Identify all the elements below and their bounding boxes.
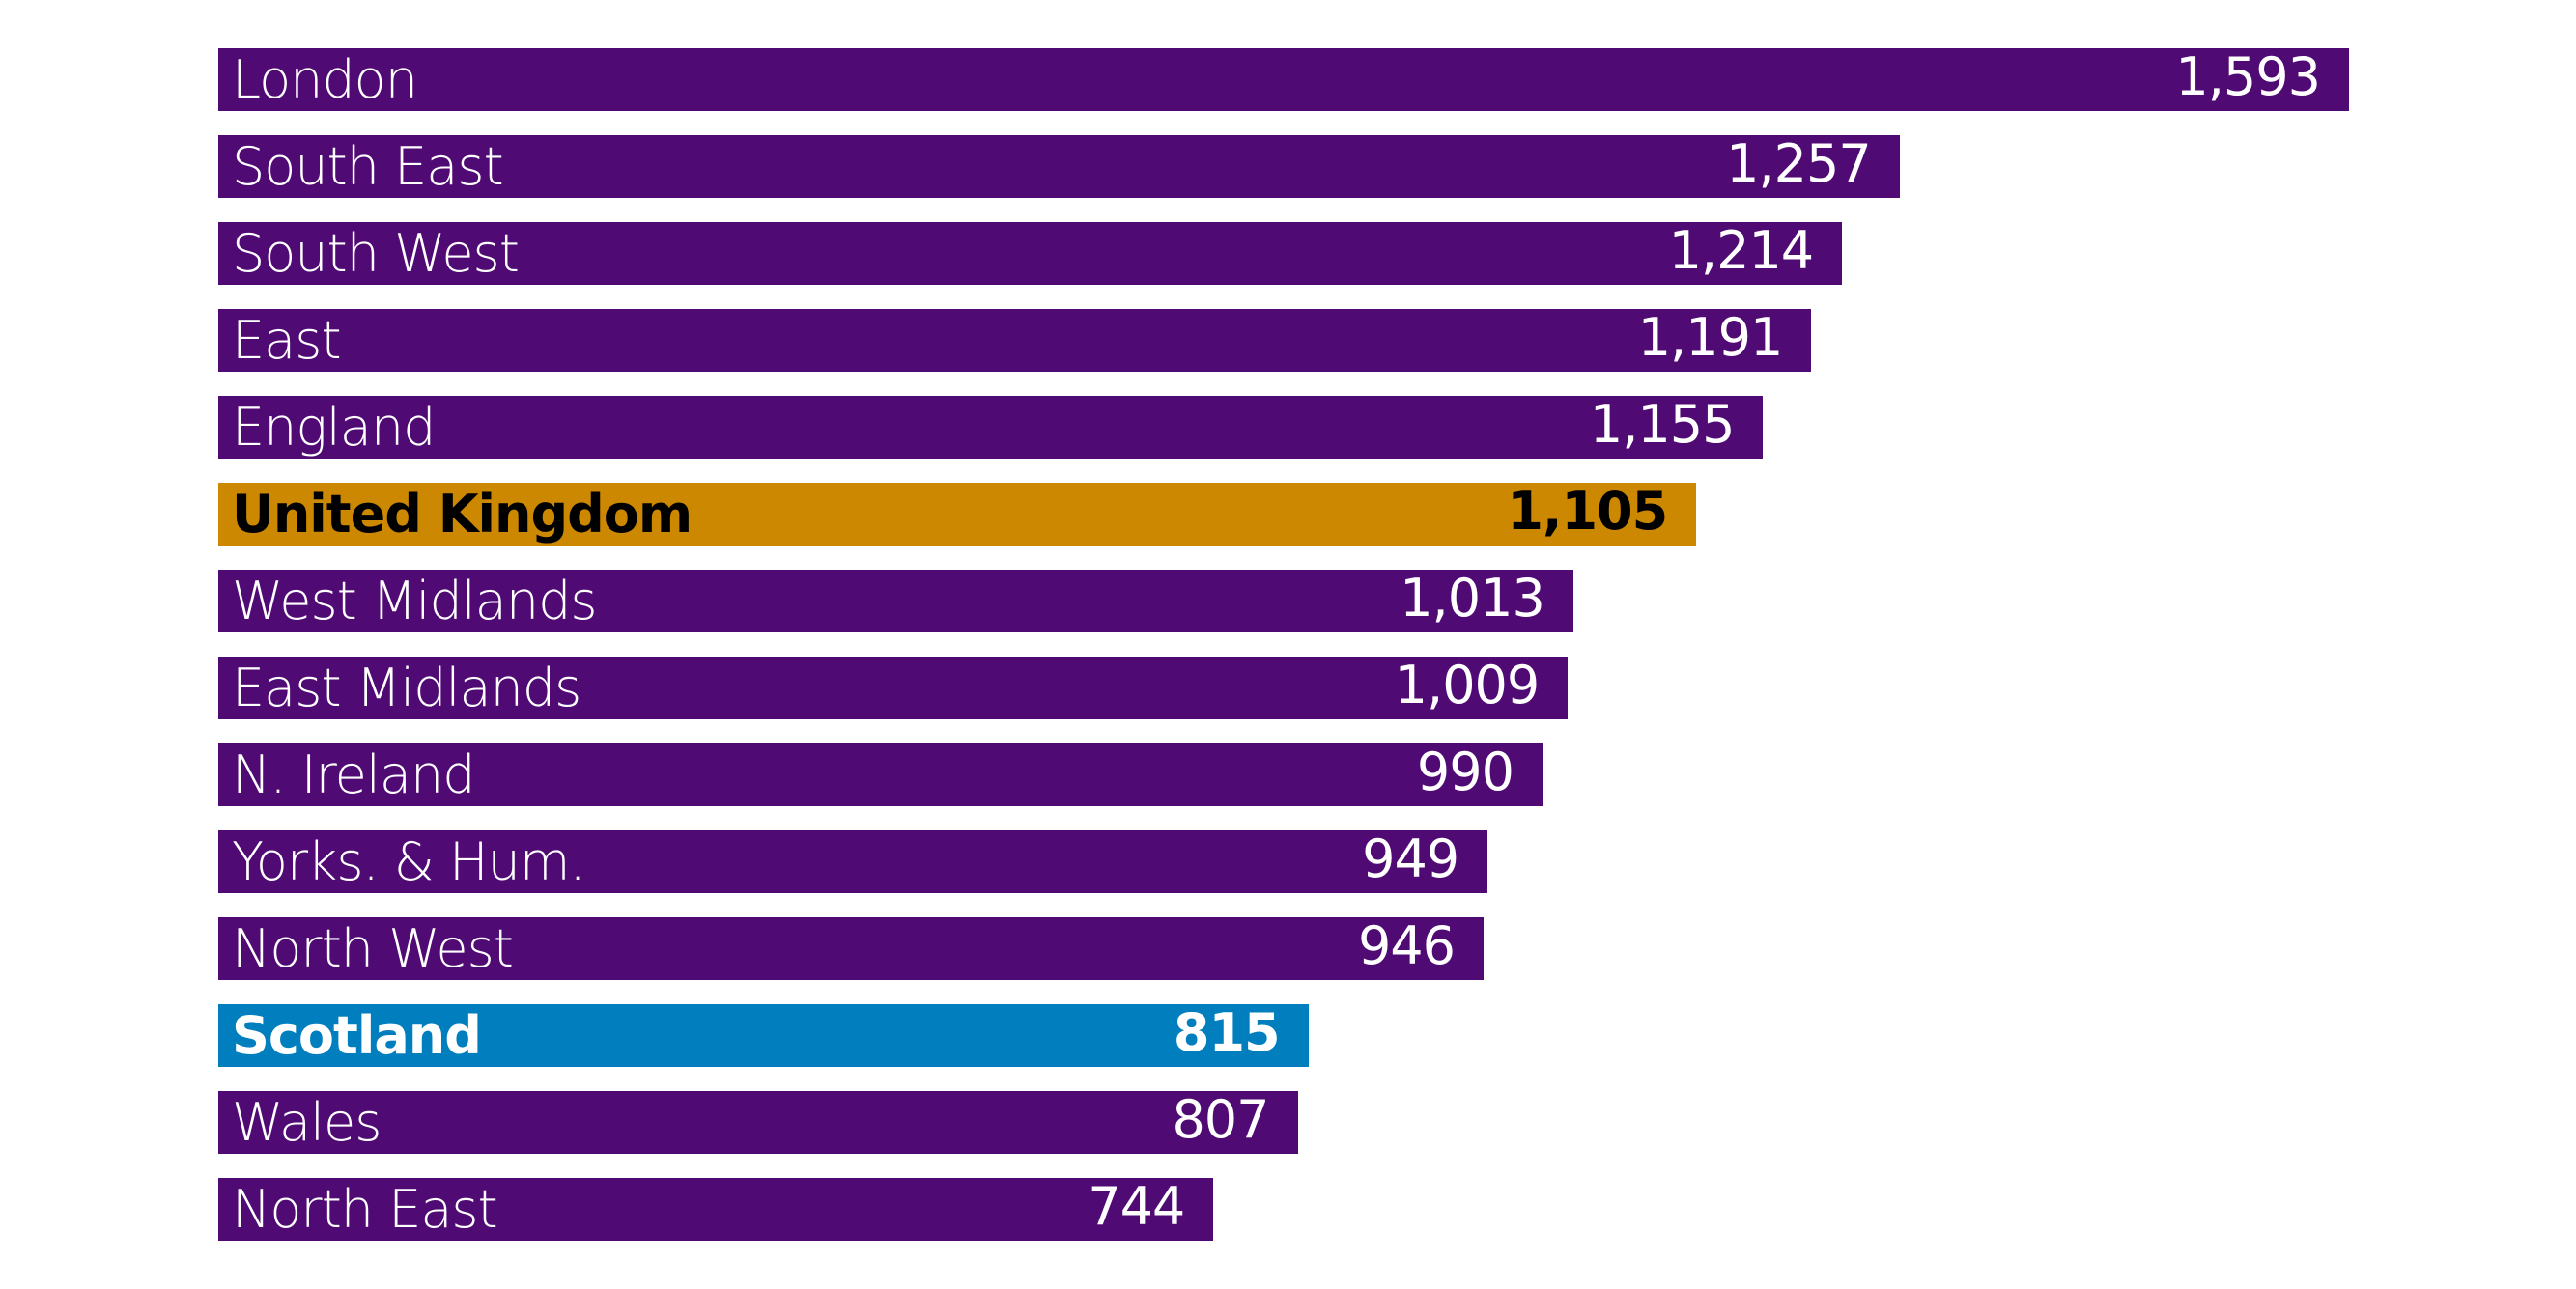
- category-label: North West: [232, 918, 514, 979]
- bar-united-kingdom: [218, 483, 1697, 546]
- category-label: England: [232, 397, 436, 458]
- bar-n-ireland: [218, 743, 1543, 806]
- category-label: United Kingdom: [232, 484, 693, 545]
- value-label: 815: [1173, 1002, 1281, 1063]
- value-label: 1,105: [1507, 481, 1668, 542]
- bar-north-east: [218, 1178, 1214, 1241]
- category-label: North East: [232, 1179, 498, 1240]
- category-label: East Midlands: [232, 658, 581, 718]
- category-label: London: [232, 49, 418, 110]
- bar-south-east: [218, 135, 1900, 198]
- category-label: Yorks. & Hum.: [232, 831, 586, 892]
- bar-england: [218, 396, 1764, 459]
- value-label: 807: [1172, 1089, 1269, 1150]
- value-label: 1,155: [1589, 394, 1736, 455]
- bar-yorks-hum-: [218, 830, 1488, 893]
- bar-east: [218, 309, 1812, 372]
- category-label: Scotland: [232, 1005, 482, 1066]
- bar-london: [218, 48, 2349, 111]
- category-label: West Midlands: [232, 571, 598, 631]
- bar-north-west: [218, 917, 1485, 980]
- bar-wales: [218, 1091, 1298, 1154]
- value-label: 990: [1416, 742, 1514, 802]
- category-label: East: [232, 310, 342, 371]
- value-label: 1,593: [2175, 46, 2321, 107]
- value-label: 1,191: [1637, 307, 1784, 368]
- bar-scotland: [218, 1004, 1309, 1067]
- value-label: 946: [1357, 915, 1456, 976]
- value-label: 744: [1088, 1176, 1185, 1237]
- value-label: 1,257: [1726, 133, 1872, 194]
- bar-east-midlands: [218, 657, 1569, 719]
- value-label: 1,009: [1394, 655, 1541, 715]
- category-label: South East: [232, 136, 504, 197]
- value-label: 949: [1362, 828, 1459, 889]
- bar-west-midlands: [218, 570, 1573, 632]
- bar-south-west: [218, 222, 1843, 285]
- value-label: 1,013: [1400, 568, 1545, 629]
- category-label: South West: [232, 223, 520, 284]
- category-label: N. Ireland: [232, 744, 475, 805]
- value-label: 1,214: [1668, 220, 1815, 281]
- category-label: Wales: [232, 1092, 382, 1153]
